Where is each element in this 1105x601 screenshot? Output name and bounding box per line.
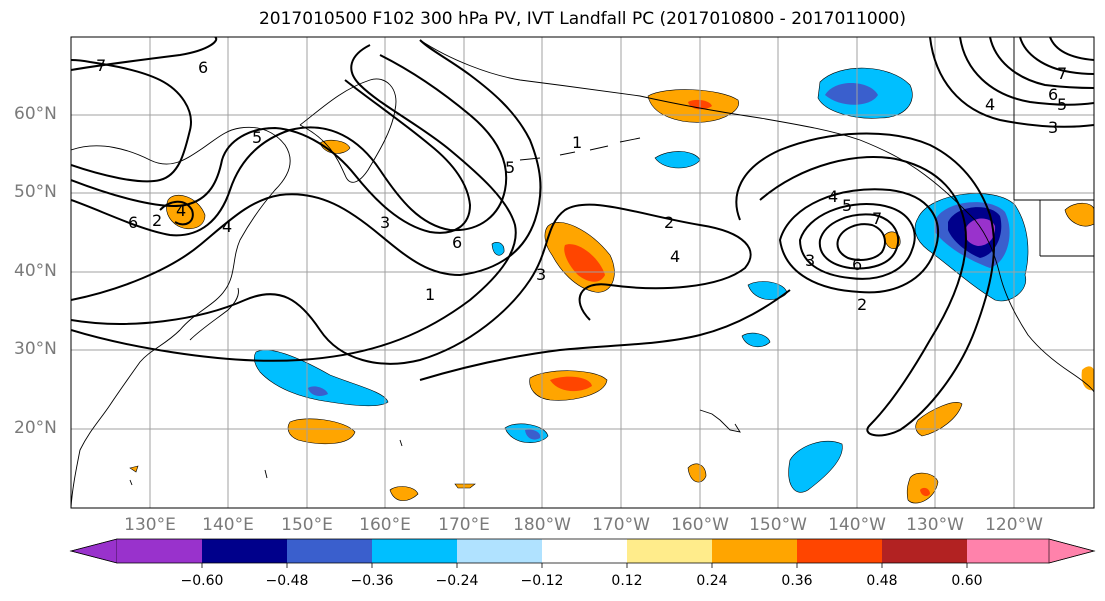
contour-label: 6 — [1048, 85, 1058, 104]
lon-label: 150°E — [281, 515, 333, 535]
contour-label: 3 — [536, 265, 546, 284]
lat-label: 40°N — [14, 261, 57, 281]
contour-label: 6 — [128, 213, 138, 232]
lat-label: 30°N — [14, 339, 57, 359]
contour-label: 7 — [1057, 64, 1067, 83]
pv-contour-e2 — [798, 203, 916, 280]
contour-labels: 7 6 5 4 3 2 1 1 5 6 3 2 4 4 3 5 7 6 2 7 … — [96, 56, 1067, 314]
pv-contour-5 — [71, 79, 472, 234]
contour-label: 4 — [222, 217, 232, 236]
pv-contour-e5 — [735, 132, 996, 437]
contour-label: 1 — [425, 285, 435, 304]
pv-contour-ne5 — [1049, 37, 1094, 61]
colorbar-cell — [202, 539, 287, 563]
colorbar-cell — [457, 539, 542, 563]
pv-contours — [71, 37, 1094, 437]
lon-label: 130°W — [906, 515, 964, 535]
contour-label: 1 — [572, 133, 582, 152]
contour-label: 4 — [670, 247, 680, 266]
contour-label: 2 — [664, 213, 674, 232]
contour-label: 6 — [852, 255, 862, 274]
pv-contour-6 — [71, 59, 192, 183]
colorbar-cell — [882, 539, 967, 563]
colorbar-tick-label: 0.48 — [866, 573, 898, 589]
colorbar-cell — [967, 539, 1049, 563]
colorbar-tick-label: 0.36 — [781, 573, 813, 589]
colorbar — [69, 538, 1096, 568]
colorbar-cell — [797, 539, 882, 563]
contour-label: 6 — [198, 58, 208, 77]
lat-label: 60°N — [14, 104, 57, 124]
colorbar-cell — [69, 538, 118, 564]
lon-label: 160°W — [671, 515, 729, 535]
lat-label: 20°N — [14, 418, 57, 438]
contour-label: 3 — [805, 251, 815, 270]
pv-contour-s1 — [419, 289, 791, 381]
pv-contour-8 — [159, 200, 194, 226]
pv-contour-7 — [71, 37, 218, 71]
coast-asia — [71, 126, 291, 508]
colorbar-tick-label: −0.48 — [265, 573, 309, 589]
contour-label: 4 — [828, 187, 838, 206]
colorbar-cell — [372, 539, 457, 563]
contour-label: 2 — [857, 295, 867, 314]
shade-japan-positive — [166, 195, 206, 229]
lon-label: 160°E — [359, 515, 411, 535]
coast-aleutians — [519, 137, 641, 161]
map-title: 2017010500 F102 300 hPa PV, IVT Landfall… — [258, 9, 906, 29]
colorbar-tick-label: 0.24 — [696, 573, 728, 589]
pv-contour-3 — [71, 39, 542, 301]
colorbar-cell — [712, 539, 797, 563]
contour-label: 5 — [842, 196, 852, 215]
contour-label: 7 — [872, 209, 882, 228]
contour-label: 6 — [452, 233, 462, 252]
contour-label: 4 — [985, 95, 995, 114]
pv-contour-4 — [71, 54, 508, 237]
colorbar-cell — [287, 539, 372, 563]
lat-label: 50°N — [14, 182, 57, 202]
contour-label: 4 — [176, 201, 186, 220]
colorbar-cell — [1048, 538, 1096, 564]
contour-label: 5 — [252, 128, 262, 147]
colorbar-cell — [542, 539, 627, 563]
pv-contour-ne3 — [989, 37, 1094, 89]
contour-label: 5 — [1057, 95, 1067, 114]
pv-contour-e3 — [818, 213, 900, 270]
lon-label: 120°W — [985, 515, 1043, 535]
lon-label: 170°W — [592, 515, 650, 535]
map-border — [70, 36, 1095, 509]
contour-label: 3 — [1048, 118, 1058, 137]
pv-contour-e1 — [778, 188, 939, 294]
pv-contour-e4 — [836, 223, 886, 261]
colorbar-cell — [627, 539, 712, 563]
colorbar-tick-label: 0.12 — [611, 573, 643, 589]
colorbar-cell — [117, 539, 202, 563]
colorbar-tick-label: −0.36 — [350, 573, 394, 589]
colorbar-tick-label: −0.12 — [520, 573, 564, 589]
pv-contour-2 — [71, 203, 752, 365]
lon-label: 180°W — [513, 515, 571, 535]
coast-japan — [189, 287, 239, 341]
colorbar-tick-label: 0.60 — [951, 573, 983, 589]
lon-label: 150°W — [749, 515, 807, 535]
pv-contour-ne2 — [959, 37, 1094, 106]
lon-label: 140°E — [202, 515, 254, 535]
pv-contour-ne1 — [929, 37, 1094, 128]
coast-na-border — [1013, 37, 1094, 257]
colorbar-tick-label: −0.24 — [435, 573, 479, 589]
contour-label: 7 — [96, 56, 106, 75]
contour-label: 5 — [505, 158, 515, 177]
coast-alaska — [419, 39, 1094, 393]
colorbar-tick-label: −0.60 — [180, 573, 224, 589]
lon-label: 140°W — [828, 515, 886, 535]
lon-label: 130°E — [124, 515, 176, 535]
colorbar-outline — [69, 538, 1096, 564]
pv-contour-ne4 — [1019, 37, 1094, 75]
lon-label: 170°E — [438, 515, 490, 535]
contour-label: 3 — [380, 213, 390, 232]
shade-subtropical-negative — [254, 349, 389, 407]
contour-label: 2 — [152, 211, 162, 230]
